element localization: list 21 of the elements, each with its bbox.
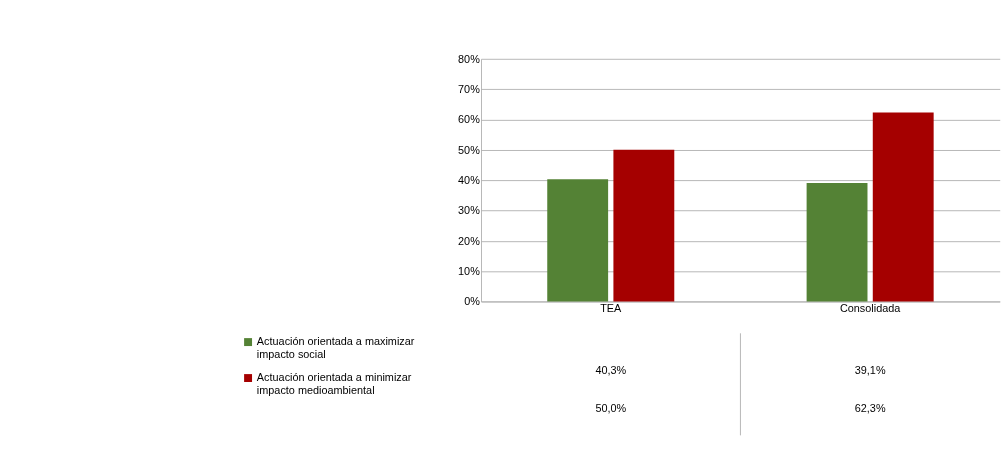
y-tick-label: 0% xyxy=(464,295,481,308)
y-tick-label: 40% xyxy=(458,173,481,186)
bar xyxy=(872,112,934,302)
legend-label: Actuación orientada a minimizar impacto medioambiental xyxy=(256,371,412,396)
data-label: 40,3% xyxy=(595,363,627,376)
y-tick-label: 50% xyxy=(458,143,481,156)
y-tick-label: 70% xyxy=(458,82,481,95)
y-tick-label: 20% xyxy=(458,234,481,247)
legend-label: Actuación orientada a maximizar impacto social xyxy=(256,335,415,360)
bar xyxy=(806,182,868,302)
x-tick-label: Consolidada xyxy=(839,301,902,314)
y-tick-label: 60% xyxy=(458,113,481,126)
y-tick-label: 30% xyxy=(458,204,481,217)
data-label: 62,3% xyxy=(854,401,886,414)
data-label: 50,0% xyxy=(595,401,627,414)
bar xyxy=(547,179,609,302)
y-tick-label: 10% xyxy=(458,264,481,277)
bar xyxy=(613,149,675,302)
y-tick-label: 80% xyxy=(458,52,481,65)
data-label: 39,1% xyxy=(854,363,886,376)
x-tick-label: TEA xyxy=(600,301,623,314)
